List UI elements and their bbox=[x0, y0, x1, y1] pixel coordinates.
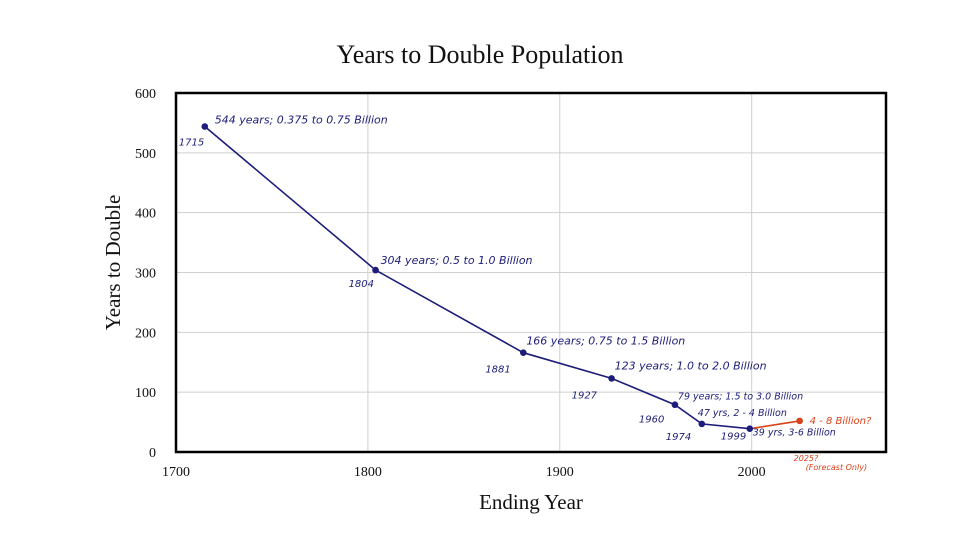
y-tick-label: 500 bbox=[135, 147, 156, 162]
x-axis-label: Ending Year bbox=[479, 490, 583, 514]
x-tick-label: 1900 bbox=[546, 465, 574, 480]
data-point bbox=[746, 425, 754, 432]
y-tick-label: 300 bbox=[135, 267, 156, 282]
y-tick-label: 100 bbox=[135, 386, 156, 401]
y-tick-label: 200 bbox=[135, 326, 156, 341]
chart-title: Years to Double Population bbox=[336, 40, 624, 69]
x-tick-label: 1700 bbox=[162, 465, 190, 480]
point-year-label: 1715 bbox=[179, 138, 204, 149]
point-annotation: 544 years; 0.375 to 0.75 Billion bbox=[215, 114, 388, 127]
data-point bbox=[698, 420, 706, 428]
data-point bbox=[201, 123, 209, 130]
y-axis-label: Years to Double bbox=[101, 195, 125, 331]
point-year-label: 1960 bbox=[639, 415, 664, 426]
forecast-note: (Forecast Only) bbox=[806, 463, 867, 472]
data-points bbox=[201, 123, 803, 432]
point-annotation: 79 years; 1.5 to 3.0 Billion bbox=[678, 392, 803, 403]
point-annotation: 166 years; 0.75 to 1.5 Billion bbox=[526, 335, 685, 348]
plot-frame bbox=[174, 91, 888, 454]
data-point bbox=[608, 375, 615, 382]
point-year-label: 1927 bbox=[572, 390, 598, 401]
y-tick-labels: 0 100 200 300 400 500 600 bbox=[135, 87, 156, 461]
x-tick-label: 1800 bbox=[354, 465, 382, 480]
data-labels: 544 years; 0.375 to 0.75 Billion 1715 304 … bbox=[179, 114, 872, 472]
series-line-forecast bbox=[749, 420, 800, 430]
y-tick-label: 600 bbox=[135, 87, 156, 102]
point-year-label: 1974 bbox=[666, 432, 691, 443]
x-tick-labels: 1700 1800 1900 2000 bbox=[162, 465, 766, 480]
data-point bbox=[796, 417, 803, 425]
series-lines bbox=[204, 125, 800, 430]
point-annotation: 47 yrs, 2 - 4 Billion bbox=[698, 408, 787, 419]
data-point bbox=[520, 349, 527, 356]
y-tick-label: 400 bbox=[135, 207, 156, 222]
forecast-annotation: 4 - 8 Billion? bbox=[810, 416, 872, 427]
forecast-year-label: 2025? bbox=[794, 454, 819, 463]
point-year-label: 1999 bbox=[721, 432, 746, 443]
point-year-label: 1881 bbox=[485, 365, 510, 376]
series-line-historical bbox=[204, 125, 750, 430]
point-annotation: 123 years; 1.0 to 2.0 Billion bbox=[615, 359, 767, 372]
point-annotation: 39 yrs, 3-6 Billion bbox=[753, 428, 836, 439]
point-annotation: 304 years; 0.5 to 1.0 Billion bbox=[381, 254, 533, 267]
x-tick-label: 2000 bbox=[738, 465, 766, 480]
y-tick-label: 0 bbox=[149, 446, 156, 461]
data-point bbox=[671, 401, 679, 409]
point-year-label: 1804 bbox=[349, 279, 374, 290]
data-point bbox=[372, 266, 379, 274]
